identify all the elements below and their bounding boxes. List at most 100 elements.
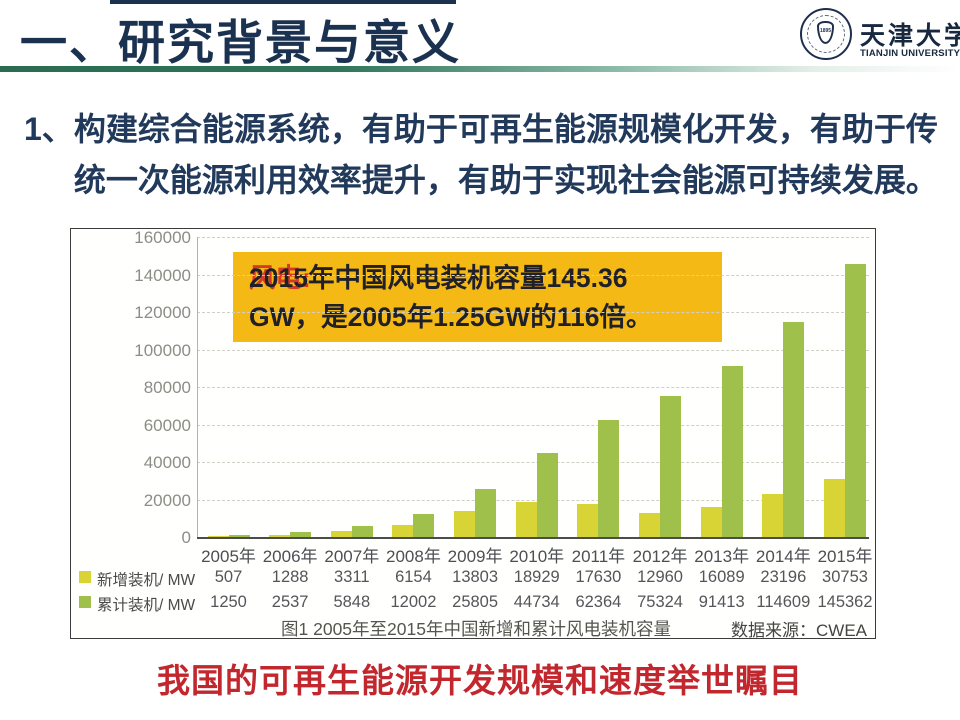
y-axis-tick-label: 60000 [143, 415, 191, 435]
x-axis-label: 2009年 [447, 547, 503, 566]
page-title: 一、研究背景与意义 [20, 16, 461, 69]
x-axis-label: 2015年 [817, 547, 873, 566]
table-value: 2537 [271, 593, 309, 611]
x-axis-label: 2005年 [201, 547, 256, 566]
bar-cumulative-2012年 [660, 396, 682, 537]
bar-new-2008年 [392, 525, 414, 537]
x-axis-line [197, 537, 869, 539]
table-value: 44734 [513, 593, 560, 611]
list-marker: 1、 [24, 111, 74, 147]
table-value: 17630 [575, 568, 622, 586]
table-value: 18929 [513, 568, 560, 586]
table-value: 62364 [575, 593, 622, 611]
table-value: 1250 [210, 593, 247, 611]
logo-name-zh: 天津大学 [860, 23, 960, 50]
bar-new-2006年 [269, 535, 291, 537]
y-axis-tick-label: 100000 [134, 340, 191, 360]
top-edge-strip [110, 0, 456, 4]
y-axis-tick-label: 20000 [143, 490, 191, 510]
table-value: 13803 [452, 568, 499, 586]
y-axis-tick-label: 120000 [134, 303, 191, 322]
bar-cumulative-2015年 [845, 264, 866, 537]
bar-cumulative-2009年 [475, 489, 497, 537]
body-paragraph: 1、 构建综合能源系统，有助于可再生能源规模化开发，有助于传 统一次能源利用效率… [24, 104, 944, 206]
table-value: 12960 [637, 568, 683, 586]
table-value: 5848 [333, 593, 371, 611]
callout-box: 风电: 2015年中国风电装机容量145.36 GW，是2005年1.25GW的1… [233, 252, 722, 342]
data-source: 数据来源：CWEA [731, 621, 867, 640]
bar-cumulative-2007年 [351, 526, 373, 537]
seal-ring [807, 15, 845, 53]
legend-swatch [79, 596, 91, 608]
gridline [197, 462, 869, 463]
y-axis-tick-label: 80000 [143, 378, 191, 397]
body-lines: 构建综合能源系统，有助于可再生能源规模化开发，有助于传 统一次能源利用效率提升，… [74, 104, 938, 206]
table-value: 25805 [452, 593, 499, 611]
table-value: 1288 [271, 568, 309, 586]
x-axis-label: 2008年 [386, 547, 441, 566]
x-axis-label: 2006年 [262, 547, 318, 566]
gridline [197, 424, 869, 426]
header-divider [0, 66, 960, 72]
legend-swatch [79, 571, 91, 583]
body-line-2: 统一次能源利用效率提升，有助于实现社会能源可持续发展。 [73, 162, 938, 198]
bar-new-2010年 [515, 502, 537, 537]
callout-text-line1: 2015年中国风电装机容量145.36 [249, 263, 628, 293]
legend-label: 累计装机/ MW [97, 597, 196, 614]
table-value: 16089 [698, 568, 745, 586]
table-value: 145362 [817, 593, 873, 611]
table-value: 12002 [390, 593, 437, 611]
y-axis-tick-label: 40000 [143, 453, 191, 472]
gridline [197, 349, 869, 351]
figure-panel: 风电: 2015年中国风电装机容量145.36 GW，是2005年1.25GW的1… [70, 228, 876, 640]
x-axis-label: 2013年 [694, 547, 750, 566]
bar-cumulative-2011年 [598, 420, 620, 537]
figure-caption: 图1 2005年至2015年中国新增和累计风电装机容量 [281, 619, 671, 639]
bar-new-2009年 [454, 511, 476, 537]
bar-cumulative-2005年 [228, 535, 250, 537]
bar-new-2012年 [639, 513, 661, 537]
bar-cumulative-2008年 [413, 514, 435, 537]
bar-new-2005年 [207, 536, 229, 537]
gridline [197, 274, 869, 276]
gridline [197, 499, 869, 501]
university-seal-icon: 1895 [800, 8, 852, 60]
body-line-1: 构建综合能源系统，有助于可再生能源规模化开发，有助于传 [73, 111, 938, 147]
bar-cumulative-2014年 [783, 322, 805, 537]
table-value: 114609 [756, 593, 811, 611]
bar-new-2007年 [330, 531, 352, 537]
y-axis-tick-label: 160000 [134, 228, 191, 247]
seal-year: 1895 [819, 28, 832, 34]
university-logo: 1895 天津大学 TIANJIN UNIVERSITY [798, 6, 960, 66]
bar-new-2013年 [700, 507, 722, 537]
bar-cumulative-2013年 [721, 366, 743, 537]
callout-label: 风电: [249, 263, 311, 293]
bar-new-2015年 [824, 479, 845, 537]
callout-text-line2: GW，是2005年1.25GW的116倍。 [249, 302, 653, 332]
gridline [197, 387, 869, 388]
y-axis-line [197, 237, 198, 537]
y-axis-tick-label: 0 [181, 528, 191, 547]
footer-statement: 我国的可再生能源开发规模和速度举世瞩目 [157, 662, 803, 699]
y-axis-tick-label: 140000 [134, 265, 191, 285]
x-axis-label: 2007年 [324, 547, 380, 566]
x-axis-label: 2011年 [571, 547, 626, 566]
gridline [197, 312, 869, 313]
seal-shield-icon [817, 21, 834, 44]
bar-new-2014年 [762, 494, 784, 537]
x-axis-label: 2014年 [755, 547, 811, 566]
bar-cumulative-2006年 [290, 532, 312, 537]
x-axis-label: 2012年 [632, 547, 688, 566]
table-value: 3311 [334, 568, 370, 586]
table-value: 23196 [760, 568, 807, 586]
table-value: 507 [214, 568, 243, 586]
table-value: 30753 [822, 568, 868, 586]
table-value: 75324 [637, 593, 683, 611]
legend-label: 新增装机/ MW [97, 572, 196, 589]
gridline [197, 237, 869, 238]
logo-name-en: TIANJIN UNIVERSITY [860, 48, 960, 59]
table-value: 91413 [698, 593, 745, 611]
table-value: 6154 [395, 568, 432, 586]
x-axis-label: 2010年 [509, 547, 565, 566]
